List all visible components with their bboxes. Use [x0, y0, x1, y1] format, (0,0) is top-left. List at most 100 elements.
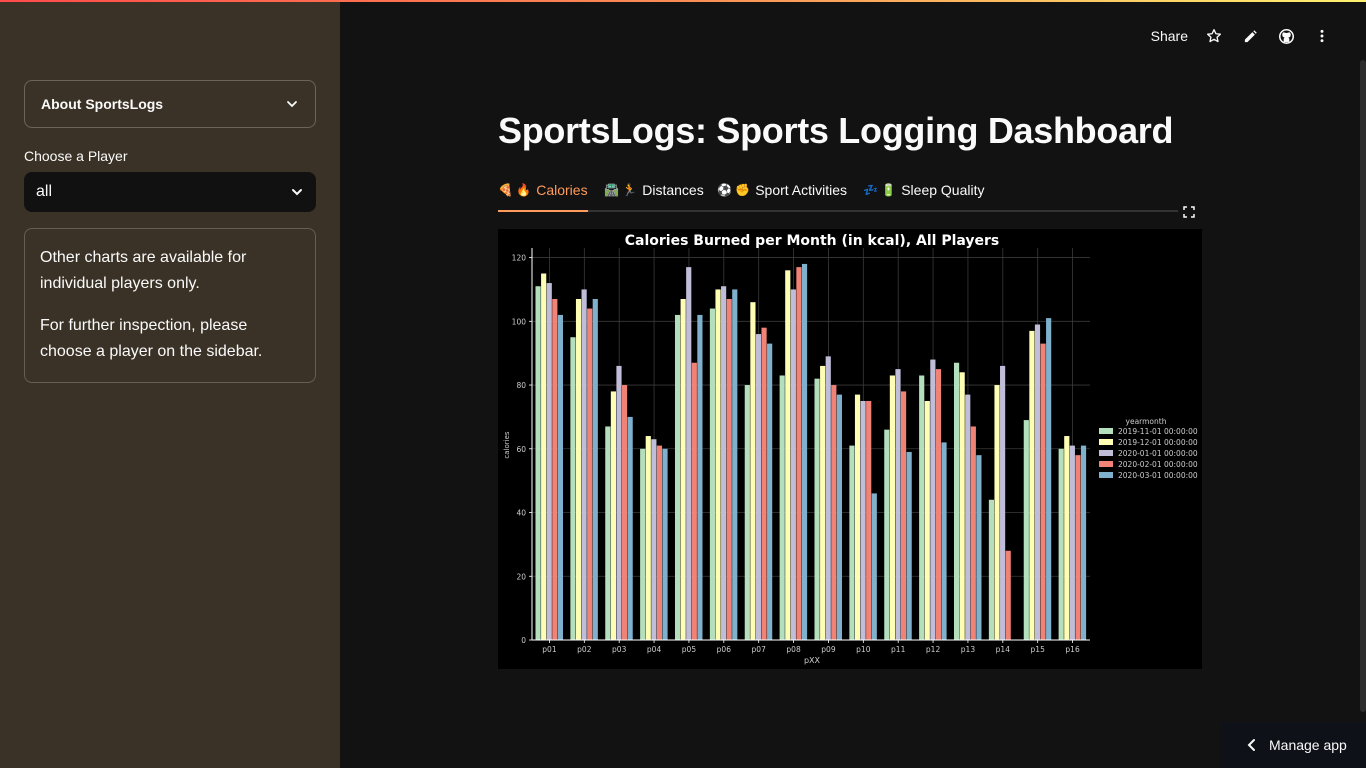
bar [976, 455, 982, 640]
bar [535, 286, 541, 640]
manage-app-label: Manage app [1269, 737, 1347, 753]
y-tick-label: 120 [512, 254, 527, 263]
tab-underline [498, 210, 1178, 212]
bar [1040, 343, 1046, 640]
info-text-2: For further inspection, please choose a … [40, 317, 263, 360]
bar [836, 394, 842, 640]
legend-entry: 2019-11-01 00:00:00 [1118, 427, 1198, 436]
bar [1046, 318, 1052, 640]
pencil-icon[interactable] [1232, 24, 1268, 48]
bar [825, 356, 831, 640]
bar [1000, 365, 1006, 640]
bar [970, 426, 976, 640]
bar [610, 391, 616, 640]
bar [627, 416, 633, 640]
bar [796, 267, 802, 640]
bar [680, 298, 686, 640]
top-decoration-bar [0, 0, 1366, 2]
bar [552, 298, 558, 640]
main-scrollbar[interactable] [1360, 60, 1366, 712]
player-select[interactable]: all [24, 172, 316, 212]
bar [691, 362, 697, 640]
bar [994, 385, 1000, 640]
bar [605, 426, 611, 640]
info-text-1: Other charts are available for individua… [40, 249, 247, 292]
tab-distances[interactable]: 🛣️ 🏃 Distances [604, 182, 704, 212]
chart-title: Calories Burned per Month (in kcal), All… [625, 233, 1000, 249]
tab-calories-label: Calories [536, 182, 588, 198]
bar [744, 385, 750, 640]
legend-swatch [1099, 450, 1113, 456]
bar [1023, 420, 1029, 640]
bar [1029, 330, 1035, 640]
tab-sleep-quality[interactable]: 💤 🔋 Sleep Quality [863, 182, 985, 212]
bar [662, 448, 668, 640]
bar [674, 314, 681, 640]
legend-swatch [1099, 461, 1113, 467]
legend-swatch [1099, 428, 1113, 434]
bar [697, 314, 703, 640]
manage-app-button[interactable]: Manage app [1221, 722, 1366, 768]
x-tick-label: p16 [1065, 645, 1080, 654]
bar [1005, 550, 1011, 640]
tab-sleep-quality-label: Sleep Quality [901, 182, 985, 198]
y-tick-label: 60 [516, 445, 526, 454]
y-tick-label: 100 [512, 317, 527, 326]
bar [761, 327, 767, 640]
x-tick-label: p04 [647, 645, 662, 654]
chart-xlabel: pXX [804, 656, 821, 665]
bar [779, 375, 785, 640]
bar [860, 400, 866, 640]
bar [895, 369, 901, 640]
page-title: SportsLogs: Sports Logging Dashboard [498, 110, 1174, 151]
bar [854, 394, 861, 640]
bar [1080, 445, 1087, 640]
x-tick-label: p12 [926, 645, 941, 654]
bar [959, 372, 965, 640]
bar [541, 273, 547, 640]
about-expander[interactable]: About SportsLogs [24, 80, 316, 128]
bar [919, 375, 925, 640]
bar [1075, 455, 1081, 640]
bar [1064, 436, 1070, 640]
bar [941, 442, 947, 640]
y-tick-label: 20 [516, 572, 526, 581]
about-expander-label: About SportsLogs [41, 96, 164, 112]
tab-sport-activities[interactable]: ⚽ ✊ Sport Activities [717, 182, 847, 212]
bar [866, 400, 872, 640]
tab-calories[interactable]: 🍕 🔥 Calories [498, 182, 588, 212]
chevron-left-icon [1247, 739, 1255, 751]
share-button[interactable]: Share [1150, 28, 1188, 44]
x-tick-label: p06 [717, 645, 732, 654]
bar [592, 298, 598, 640]
bar [849, 445, 855, 640]
x-tick-label: p14 [996, 645, 1011, 654]
legend-entry: 2019-12-01 00:00:00 [1118, 438, 1198, 447]
bar [884, 429, 890, 640]
tab-calories-emoji: 🍕 🔥 [498, 183, 532, 197]
bar [935, 369, 942, 640]
x-tick-label: p07 [752, 645, 767, 654]
star-icon[interactable] [1196, 24, 1232, 48]
bar [621, 385, 628, 640]
bar [900, 391, 907, 640]
fullscreen-icon[interactable] [1180, 203, 1198, 221]
chevron-down-icon [292, 189, 302, 196]
bar [721, 286, 727, 640]
bar [1069, 445, 1075, 640]
bar [715, 289, 721, 640]
y-tick-label: 0 [521, 636, 526, 645]
legend-entry: 2020-03-01 00:00:00 [1118, 471, 1198, 480]
bar [557, 314, 563, 640]
github-icon[interactable] [1268, 24, 1304, 48]
more-vertical-icon[interactable] [1304, 24, 1340, 48]
x-tick-label: p09 [821, 645, 836, 654]
tab-sleep-quality-emoji: 💤 🔋 [863, 183, 897, 197]
sidebar: About SportsLogs Choose a Player all Oth… [0, 0, 340, 768]
chart-ylabel: calories [503, 431, 511, 458]
tab-bar: 🍕 🔥 Calories 🛣️ 🏃 Distances ⚽ ✊ Sport Ac… [498, 180, 1202, 212]
bar [732, 289, 738, 640]
bar [988, 499, 995, 640]
tab-distances-label: Distances [642, 182, 704, 198]
bar [871, 493, 877, 640]
